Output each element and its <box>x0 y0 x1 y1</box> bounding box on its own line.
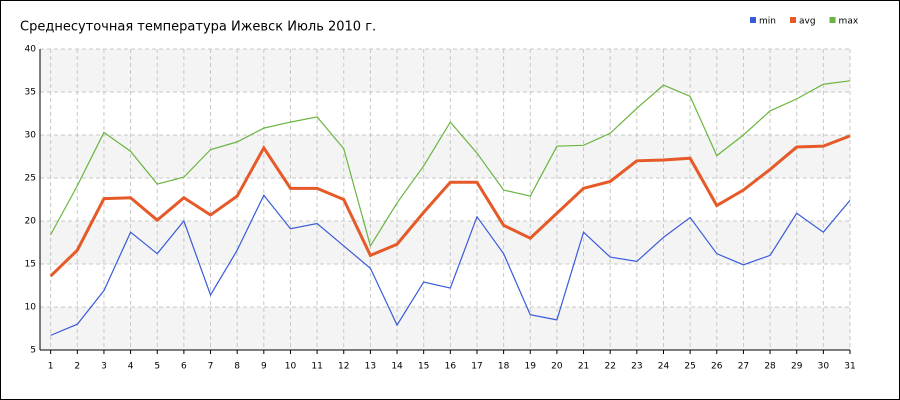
y-tick-label: 5 <box>30 346 36 356</box>
x-tick-label: 6 <box>181 362 187 372</box>
y-tick-label: 40 <box>25 45 37 55</box>
band <box>40 221 850 264</box>
legend-swatch <box>789 17 796 23</box>
x-tick-label: 31 <box>844 362 855 372</box>
chart-title: Среднесуточная температура Ижевск Июль 2… <box>20 20 376 35</box>
y-tick-label: 15 <box>25 260 36 270</box>
x-tick-label: 26 <box>711 362 723 372</box>
x-tick-label: 20 <box>551 362 563 372</box>
series-line <box>49 134 851 278</box>
x-tick-label: 19 <box>525 362 537 372</box>
x-tick-label: 16 <box>445 362 457 372</box>
x-tick-label: 14 <box>391 362 403 372</box>
x-tick-label: 17 <box>471 362 482 372</box>
legend-label: max <box>839 17 859 27</box>
band <box>40 135 850 178</box>
legend-swatch <box>750 17 756 23</box>
y-tick-label: 10 <box>25 303 37 313</box>
series-line <box>50 194 851 336</box>
x-tick-label: 9 <box>261 362 267 372</box>
y-tick-label: 30 <box>25 131 37 141</box>
x-tick-label: 7 <box>208 362 214 372</box>
y-tick-label: 20 <box>25 217 37 227</box>
band <box>40 307 850 350</box>
x-tick-label: 3 <box>101 362 107 372</box>
x-tick-label: 18 <box>498 362 510 372</box>
x-tick-label: 10 <box>285 362 297 372</box>
band <box>40 49 850 92</box>
x-tick-label: 22 <box>604 362 615 372</box>
x-tick-label: 28 <box>764 362 776 372</box>
series-line <box>50 80 851 248</box>
y-tick-label: 25 <box>25 174 36 184</box>
x-tick-label: 8 <box>234 362 240 372</box>
x-tick-label: 11 <box>311 362 322 372</box>
x-tick-label: 15 <box>418 362 429 372</box>
legend-label: min <box>759 17 776 27</box>
x-tick-label: 12 <box>338 362 349 372</box>
x-tick-label: 27 <box>738 362 749 372</box>
x-tick-label: 23 <box>631 362 642 372</box>
x-tick-label: 29 <box>791 362 803 372</box>
y-tick-label: 35 <box>25 88 36 98</box>
x-tick-label: 21 <box>578 362 589 372</box>
x-tick-label: 24 <box>658 362 670 372</box>
x-tick-label: 13 <box>365 362 376 372</box>
x-tick-label: 25 <box>684 362 695 372</box>
legend-label: avg <box>799 17 816 27</box>
x-tick-label: 30 <box>818 362 830 372</box>
x-tick-label: 5 <box>154 362 160 372</box>
x-tick-label: 2 <box>74 362 80 372</box>
x-tick-label: 1 <box>48 362 54 372</box>
legend-swatch <box>829 17 836 23</box>
x-tick-label: 4 <box>128 362 134 372</box>
